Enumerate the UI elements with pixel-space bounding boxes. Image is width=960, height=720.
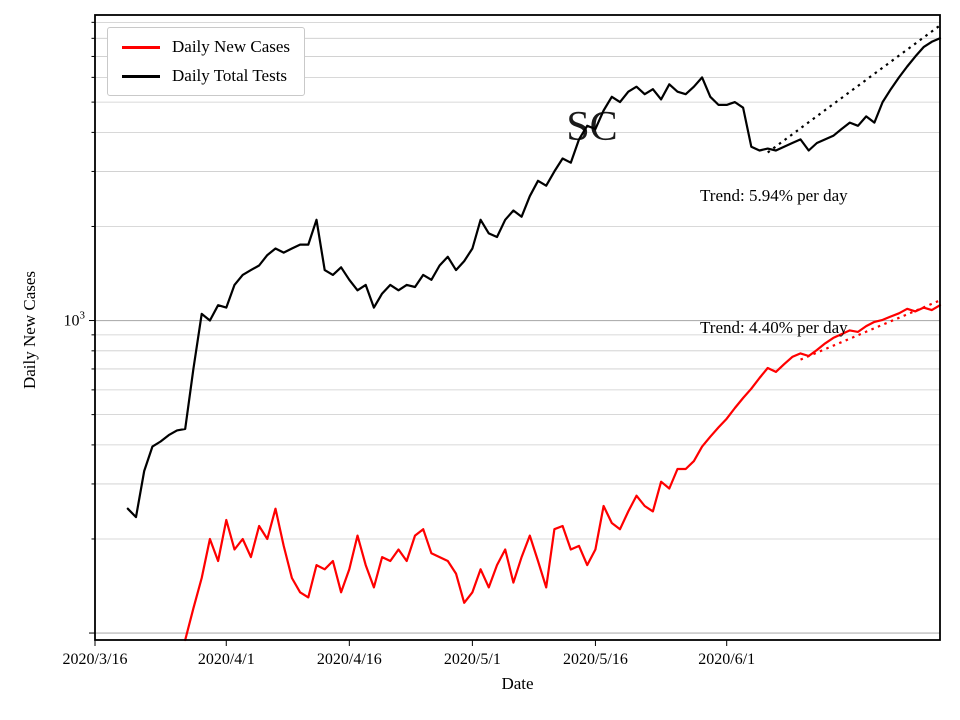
x-tick-label: 2020/6/1 <box>698 651 755 668</box>
x-axis-title: Date <box>501 674 534 693</box>
legend-item-daily-new-cases: Daily New Cases <box>122 37 291 57</box>
trend-line-daily-total-tests <box>767 24 941 154</box>
trend-annotation-cases: Trend: 4.40% per day <box>700 318 848 337</box>
x-tick-label: 2020/4/16 <box>317 651 382 668</box>
legend-line-sample-black <box>122 74 160 78</box>
trend-annotation-tests: Trend: 5.94% per day <box>700 186 848 205</box>
x-tick-label: 2020/4/1 <box>198 651 255 668</box>
y-axis-title: Daily New Cases <box>20 270 39 390</box>
series-line-daily-new-cases <box>184 304 942 642</box>
trend-line-daily-new-cases <box>800 299 941 361</box>
legend-line-sample-red <box>122 45 160 49</box>
legend-label-daily-total-tests: Daily Total Tests <box>172 65 288 85</box>
legend: Daily New Cases Daily Total Tests <box>107 27 306 97</box>
y-tick-label: 103 <box>64 310 86 330</box>
axes-frame <box>94 14 941 641</box>
x-tick-label: 2020/5/16 <box>563 651 628 668</box>
series-line-daily-total-tests <box>126 37 942 519</box>
x-tick-label: 2020/3/16 <box>63 651 128 668</box>
y-tick-exponent: 3 <box>80 310 86 322</box>
legend-item-daily-total-tests: Daily Total Tests <box>122 65 290 86</box>
legend-label-daily-new-cases: Daily New Cases <box>172 37 291 56</box>
x-tick-label: 2020/5/1 <box>444 651 501 668</box>
